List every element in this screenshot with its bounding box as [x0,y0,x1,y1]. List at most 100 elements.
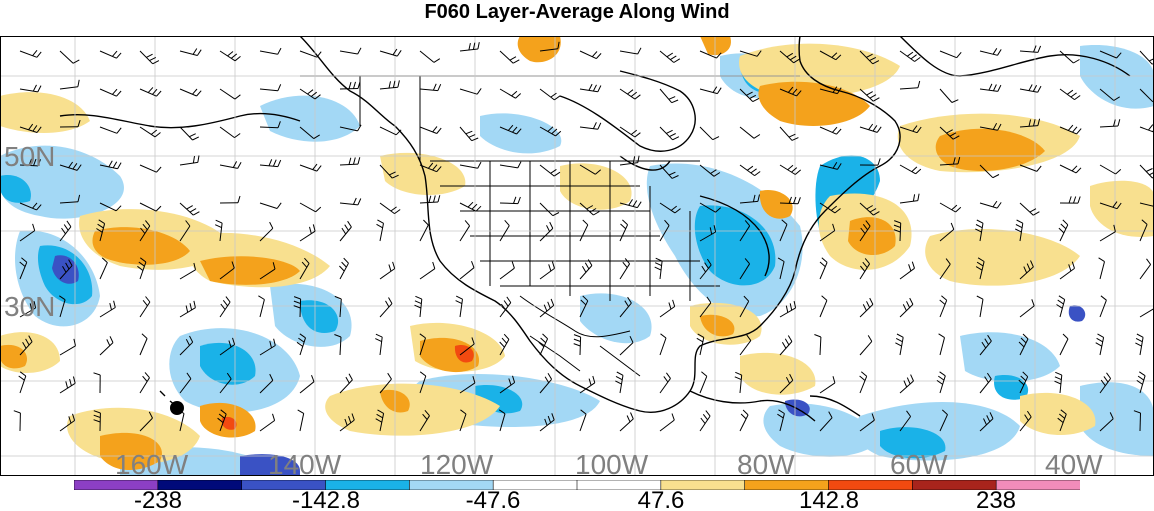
wind-barb-feather [588,378,592,386]
wind-barb-feather [220,303,226,310]
wind-barb-shaft [99,262,108,280]
wind-barb-feather [465,130,473,135]
wind-barb-feather [1024,414,1029,421]
wind-barb-feather [312,224,316,232]
wind-barb-shaft [539,88,555,101]
wind-barb-shaft [979,202,998,209]
wind-barb-shaft [339,336,342,356]
wind-barb-feather [712,86,718,93]
wind-barb-shaft [819,230,835,242]
wind-barb-feather [149,56,157,62]
wind-barb-shaft [1139,224,1148,242]
wind-barb-feather [873,211,880,216]
wind-barb-feather [269,221,274,229]
wind-barb-feather [996,202,1002,209]
wind-barb-feather [477,161,482,169]
wind-barb-shaft [1099,88,1115,101]
wind-barbs [13,41,1154,432]
wind-barb-feather [580,299,587,306]
wind-barb-shaft [19,307,36,318]
wind-barb-shaft [539,378,552,394]
wind-barb-feather [622,219,628,226]
wind-barb-shaft [1139,50,1153,65]
wind-barb-feather [975,224,983,229]
wind-barb-feather [951,204,958,211]
wind-barb-feather [632,200,638,207]
wind-barb-feather [941,409,948,415]
wind-barb-feather [314,94,321,100]
wind-barb-feather [1033,211,1040,216]
wind-barb-shaft [19,341,33,356]
lon-label-40w: 40W [1045,449,1103,476]
wind-barb-feather [862,223,868,231]
wind-barb-shaft [299,50,318,58]
wind-barb-shaft [219,267,235,280]
wind-barb-feather [1068,264,1072,272]
wind-barb-feather [1135,342,1142,347]
wind-barb-feather [834,208,841,214]
wind-barb-feather [778,409,785,414]
wind-barb-feather [68,259,73,266]
wind-barb-feather [992,174,1000,179]
wind-barb-feather [706,296,712,303]
wind-barb-feather [1020,375,1027,382]
wind-barb-shaft [1139,202,1154,207]
wind-barb-feather [797,197,801,204]
wind-barb-feather [185,338,190,346]
wind-barb-shaft [1099,125,1119,128]
wind-barb-shaft [539,164,555,177]
wind-barb-feather [836,128,842,135]
wind-barb-feather [868,123,874,130]
wind-barb-feather [701,371,708,377]
wind-barb-feather [192,136,200,141]
wind-barb-feather [581,265,587,273]
wind-barb-feather [432,164,438,171]
wind-barb-feather [307,89,314,95]
wind-barb-feather [624,258,630,265]
wind-barb-feather [749,94,757,99]
wind-barb-feather [234,133,241,139]
wind-barb-feather [1026,263,1031,271]
wind-barb-feather [550,298,555,306]
wind-barb-feather [1113,119,1116,127]
wind-barb-feather [557,41,560,49]
wind-barb-feather [915,168,922,175]
wind-barb-feather [1016,219,1024,224]
lon-label-80w: 80W [737,449,795,476]
wind-barb-feather [298,337,305,343]
wind-barb-feather [315,206,322,213]
wind-barb-feather [547,301,551,309]
wind-barb-feather [1037,118,1041,126]
wind-barb-feather [869,297,874,305]
wind-barb-feather [911,166,918,172]
wind-barb-feather [573,334,581,338]
wind-barb-shaft [179,126,193,141]
wind-barb-feather [977,257,985,262]
wind-barb-feather [472,42,476,50]
wind-barb-feather [992,84,997,92]
wind-barb-feather [752,194,756,202]
wind-barb-feather [781,219,788,225]
wind-barb-shaft [179,341,194,356]
wind-barb-shaft [59,420,75,432]
wind-barb-shaft [1059,267,1075,280]
wind-barb-feather [893,229,901,233]
wind-barb-feather [137,265,144,271]
wind-barb-feather [910,374,914,382]
wind-barb-feather [455,295,463,300]
wind-barb-feather [142,223,148,231]
wind-barb-feather [860,227,866,234]
wind-barb-feather [37,85,42,93]
wind-barb-feather [62,266,67,273]
wind-barb-feather [113,300,116,308]
wind-barb-feather [1100,295,1107,301]
wind-barb-feather [269,373,274,381]
wind-barb-feather [185,220,191,227]
colorbar-label-neg142: -142.8 [292,487,360,511]
wind-barb-shaft [899,87,919,90]
wind-barb-shaft [619,162,638,166]
wind-barb-shaft [499,88,516,99]
wind-barb-feather [538,341,545,348]
wind-barb-feather [272,413,276,421]
wind-barb-feather [36,204,42,211]
